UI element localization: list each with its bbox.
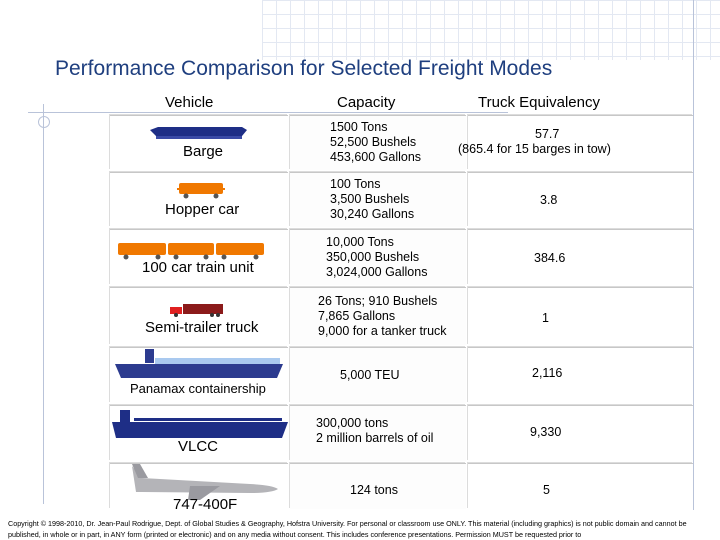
table-cell xyxy=(290,115,466,170)
containership-icon xyxy=(115,349,283,378)
capacity-line: 124 tons xyxy=(350,483,398,497)
equivalency-value: 1 xyxy=(542,311,549,325)
capacity-line: 30,240 Gallons xyxy=(330,207,415,221)
table-cell xyxy=(290,347,466,403)
table-cell xyxy=(290,405,466,461)
table-cell xyxy=(290,229,466,285)
table-cell xyxy=(468,463,693,509)
capacity-line: 100 Tons xyxy=(330,177,381,191)
vehicle-label: Barge xyxy=(183,143,224,160)
header-truck-equivalency: Truck Equivalency xyxy=(478,94,600,111)
barge-icon xyxy=(150,127,247,139)
truck-icon xyxy=(170,304,223,317)
vehicle-label: Panamax containership xyxy=(130,381,266,396)
copyright-footer: Copyright © 1998-2010, Dr. Jean-Paul Rod… xyxy=(8,519,687,539)
capacity-line: 7,865 Gallons xyxy=(318,309,396,323)
template-horizontal-rule xyxy=(28,112,508,113)
capacity-line: 52,500 Bushels xyxy=(330,135,417,149)
capacity-line: 300,000 tons xyxy=(316,416,389,430)
table-cell xyxy=(468,405,693,461)
equivalency-value: 3.8 xyxy=(540,193,558,207)
vehicle-label: Semi-trailer truck xyxy=(145,319,259,336)
table-cell xyxy=(468,229,693,285)
hopper-car-icon xyxy=(177,183,225,199)
train-icon xyxy=(118,243,264,260)
table-cell xyxy=(290,463,466,509)
slide-title: Performance Comparison for Selected Frei… xyxy=(55,57,553,80)
capacity-line: 1500 Tons xyxy=(330,120,388,134)
airplane-icon xyxy=(132,464,278,500)
table-cell xyxy=(468,287,693,345)
table-cell xyxy=(468,172,693,227)
capacity-line: 350,000 Bushels xyxy=(326,250,420,264)
equivalency-value: 384.6 xyxy=(534,251,566,265)
template-vertical-rule xyxy=(693,0,694,510)
equivalency-value: 2,116 xyxy=(532,366,563,380)
equivalency-value: 5 xyxy=(543,483,550,497)
capacity-line: 453,600 Gallons xyxy=(330,150,422,164)
template-ring xyxy=(38,116,50,128)
vehicle-label: Hopper car xyxy=(165,201,240,218)
vehicle-label: 100 car train unit xyxy=(142,259,254,276)
template-ring-rule xyxy=(43,104,44,504)
table-cell xyxy=(290,287,466,345)
table-cell xyxy=(110,115,288,170)
capacity-line: 3,024,000 Gallons xyxy=(326,265,428,279)
table-cell xyxy=(468,115,693,170)
capacity-line: 5,000 TEU xyxy=(340,368,400,382)
header-capacity: Capacity xyxy=(337,94,396,111)
template-grid-decoration xyxy=(262,0,720,60)
capacity-line: 9,000 for a tanker truck xyxy=(318,324,447,338)
vehicle-label: VLCC xyxy=(178,438,219,455)
capacity-line: 3,500 Bushels xyxy=(330,192,410,206)
capacity-line: 2 million barrels of oil xyxy=(316,431,434,445)
capacity-line: 26 Tons; 910 Bushels xyxy=(318,294,438,308)
table-cell xyxy=(468,347,693,403)
capacity-line: 10,000 Tons xyxy=(326,235,394,249)
equivalency-value: 9,330 xyxy=(530,425,562,439)
table-cell xyxy=(110,287,288,345)
table-cell xyxy=(290,172,466,227)
equivalency-note: (865.4 for 15 barges in tow) xyxy=(458,142,611,156)
vehicle-label: 747-400F xyxy=(173,496,238,513)
header-vehicle: Vehicle xyxy=(165,94,214,111)
table-cell xyxy=(110,172,288,227)
equivalency-value: 57.7 xyxy=(535,127,560,141)
tanker-ship-icon xyxy=(112,410,288,438)
